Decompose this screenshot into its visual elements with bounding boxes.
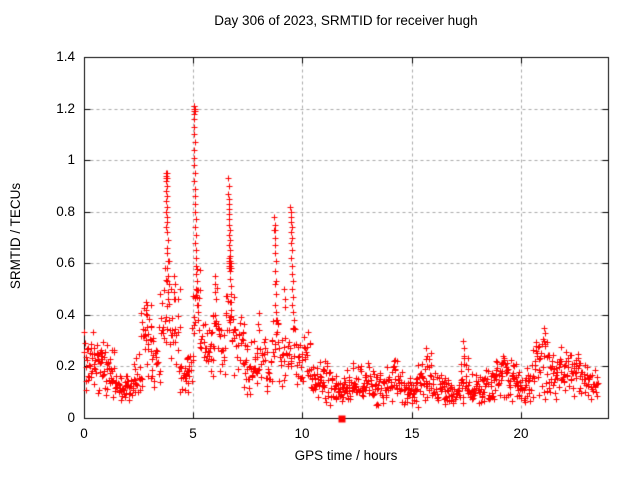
y-tick-label: 0.2 <box>56 358 75 373</box>
x-axis-label: GPS time / hours <box>294 448 398 463</box>
y-tick-label: 1.2 <box>56 101 75 116</box>
y-tick-label: 0.4 <box>56 307 75 322</box>
y-tick-label: 0.8 <box>56 204 75 219</box>
x-tick-label: 15 <box>404 426 420 441</box>
y-tick-label: 1 <box>67 152 75 167</box>
x-tick-label: 10 <box>294 426 310 441</box>
y-tick-label: 0 <box>67 410 75 425</box>
x-tick-label: 20 <box>513 426 529 441</box>
y-tick-label: 1.4 <box>56 49 75 64</box>
x-tick-label: 0 <box>80 426 88 441</box>
y-tick-label: 0.6 <box>56 255 75 270</box>
x-tick-label: 5 <box>189 426 197 441</box>
chart-title: Day 306 of 2023, SRMTID for receiver hug… <box>214 13 478 28</box>
y-axis-label: SRMTID / TECUs <box>8 182 23 290</box>
